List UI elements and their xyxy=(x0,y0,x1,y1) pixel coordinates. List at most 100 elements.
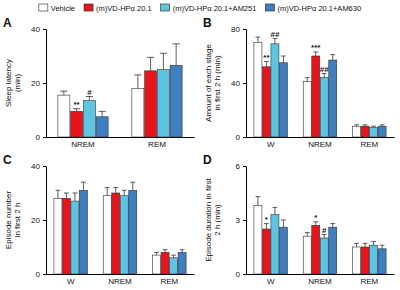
y-axis-line xyxy=(46,30,47,138)
error-bar xyxy=(322,74,327,78)
marks xyxy=(54,182,186,274)
bar xyxy=(120,196,128,274)
bar xyxy=(178,252,186,274)
y-tick-mark xyxy=(43,137,46,138)
y-tick-label: 40 xyxy=(231,79,240,88)
significance-marker: ** xyxy=(74,100,81,109)
bar xyxy=(161,252,169,274)
error-bar-stem xyxy=(283,220,284,227)
bar xyxy=(170,258,178,274)
significance-marker: *** xyxy=(311,43,321,52)
error-bar-cap xyxy=(81,182,86,183)
plot: 036Episode duration in first2 h (min)WNR… xyxy=(204,162,395,286)
error-bar xyxy=(273,38,278,43)
error-bar-stem xyxy=(66,193,67,198)
error-bar xyxy=(281,56,286,63)
bar xyxy=(279,63,287,137)
error-bar-stem xyxy=(324,234,325,238)
error-bar-stem xyxy=(283,56,284,63)
legend-swatch xyxy=(161,4,170,11)
error-bar-stem xyxy=(315,52,316,56)
error-bar-stem xyxy=(356,243,357,247)
bar xyxy=(320,238,328,274)
error-bar-stem xyxy=(107,188,108,196)
y-tick: 20 xyxy=(31,216,46,225)
y-tick-mark xyxy=(43,274,46,275)
error-bar-cap xyxy=(160,53,167,54)
error-bar xyxy=(264,61,269,66)
error-bar-stem xyxy=(63,91,64,95)
error-bar-stem xyxy=(132,182,133,190)
error-bar-cap xyxy=(105,187,110,188)
error-bar xyxy=(122,190,127,195)
error-bar-stem xyxy=(89,97,90,101)
error-bar-stem xyxy=(173,255,174,258)
significance-marker: * xyxy=(265,215,269,224)
x-tick: NREM xyxy=(108,277,132,286)
y-tick-label: 40 xyxy=(31,162,40,171)
y-tick-label: 20 xyxy=(31,216,40,225)
error-bar xyxy=(56,190,61,198)
bar xyxy=(254,206,262,274)
error-bar xyxy=(99,111,106,116)
x-axis: WNREMREM xyxy=(247,138,395,149)
y-tick-mark xyxy=(43,83,46,84)
y-axis-title: (min) xyxy=(13,74,22,93)
y-axis-title: Sleep latency xyxy=(4,59,13,107)
legend-swatch xyxy=(265,4,274,11)
bar xyxy=(157,70,169,138)
y-tick-mark xyxy=(243,220,246,221)
error-bar xyxy=(256,197,261,206)
y-tick-label: 0 xyxy=(236,133,241,142)
panel: A02040Sleep latency(min)NREMREM**# xyxy=(3,16,195,149)
y-tick-mark xyxy=(43,166,46,167)
legend-item: (m)VD-HPα 20.1+AM630 xyxy=(265,4,361,13)
marks xyxy=(254,197,386,274)
bar xyxy=(254,43,262,138)
x-tick: W xyxy=(67,277,75,286)
bar xyxy=(303,82,311,137)
error-bar xyxy=(180,250,185,253)
figure: Vehicle(m)VD-HPα 20.1(m)VD-HPα 20.1+AM25… xyxy=(0,0,400,290)
y-tick: 6 xyxy=(236,162,246,171)
error-bar xyxy=(354,243,359,247)
legend-item: (m)VD-HPα 20.1+AM251 xyxy=(161,4,257,13)
error-bar-cap xyxy=(273,207,278,208)
error-bar-cap xyxy=(330,223,335,224)
error-bar-cap xyxy=(134,74,141,75)
error-bar xyxy=(113,188,118,193)
error-bar-cap xyxy=(171,255,176,256)
bar xyxy=(96,117,108,137)
error-bar-stem xyxy=(176,44,177,66)
bar xyxy=(303,236,311,274)
error-bar xyxy=(64,193,69,198)
x-tick: NREM xyxy=(308,140,332,149)
plot: 02040Sleep latency(min)NREMREM**# xyxy=(4,25,195,149)
error-bar-cap xyxy=(99,111,106,112)
error-bar-cap xyxy=(154,252,159,253)
bar xyxy=(378,249,386,274)
bar xyxy=(62,198,70,274)
error-bar-stem xyxy=(332,224,333,228)
bar xyxy=(361,247,369,274)
y-tick: 40 xyxy=(231,79,246,88)
y-axis: 0 40 80 xyxy=(231,25,246,142)
error-bar-stem xyxy=(57,190,58,198)
error-bar xyxy=(330,55,335,60)
x-tick: REM xyxy=(148,140,166,149)
error-bar xyxy=(313,222,318,226)
error-bar-cap xyxy=(380,245,385,246)
y-tick: 80 xyxy=(231,25,246,34)
error-bar-stem xyxy=(257,37,258,42)
bar xyxy=(262,67,270,137)
x-tick: REM xyxy=(160,277,178,286)
y-tick-label: 0 xyxy=(36,270,41,279)
error-bar-stem xyxy=(74,193,75,201)
error-bar-cap xyxy=(64,193,69,194)
bar xyxy=(370,128,378,137)
y-tick-label: 0 xyxy=(36,133,41,142)
panel: B04080Amount of each stagein first 2 h (… xyxy=(203,16,395,149)
plot: 02040Episode numberin first 2 hWNREMREM xyxy=(4,162,195,286)
bar xyxy=(145,71,157,137)
error-bar xyxy=(281,220,286,227)
